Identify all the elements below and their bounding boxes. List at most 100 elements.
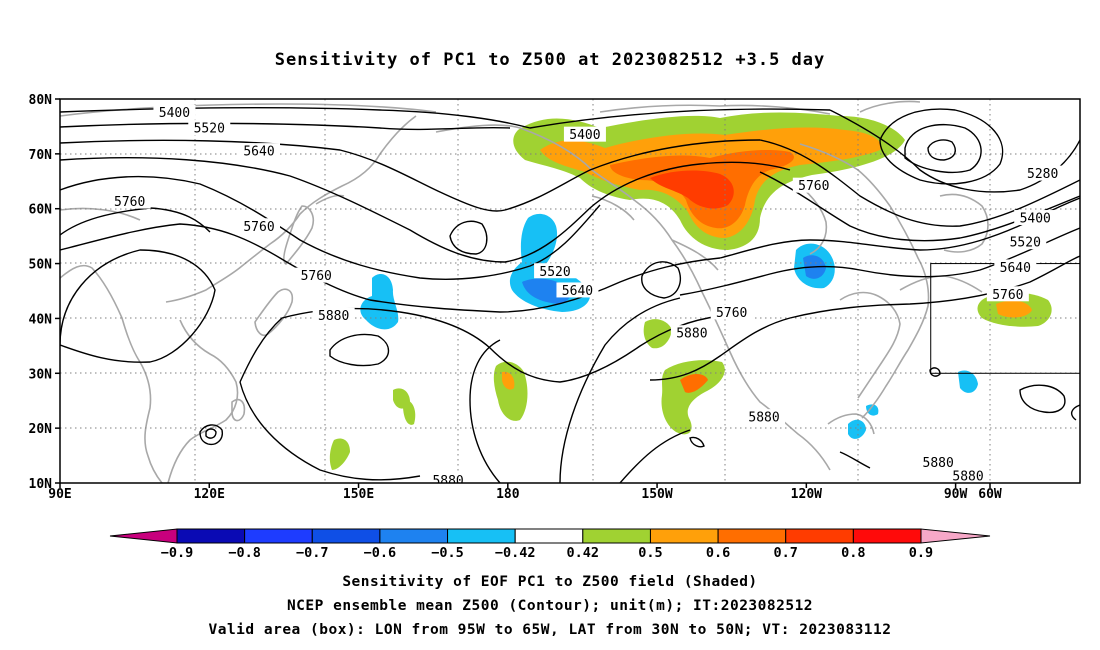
contour-label-bg bbox=[947, 467, 990, 483]
positive-blob-5 bbox=[643, 319, 672, 349]
contour-label: 5880 bbox=[748, 411, 779, 426]
contour-label: 5400 bbox=[159, 106, 190, 121]
colorbar-label: −0.5 bbox=[431, 545, 464, 561]
lon-label: 90W bbox=[944, 487, 968, 502]
contour-label-bg bbox=[710, 304, 753, 320]
lat-label: 60N bbox=[29, 203, 53, 218]
negative-blob-4 bbox=[958, 370, 978, 393]
colorbar-swatch bbox=[852, 528, 922, 544]
contour-labels: 5400 5520 5640 5760 5760 5760 5880 5400 5520 5640… bbox=[108, 104, 1064, 489]
lat-label: 30N bbox=[29, 367, 53, 382]
colorbar-low-triangle bbox=[109, 528, 178, 544]
positive-blob-1-core bbox=[502, 371, 515, 390]
contour-label: 5760 bbox=[716, 306, 747, 321]
colorbar-swatch bbox=[717, 528, 787, 544]
positive-region-atlantic-core bbox=[996, 300, 1032, 318]
caption-line-1: Sensitivity of EOF PC1 to Z500 field (Sh… bbox=[342, 574, 758, 590]
lon-label: 120W bbox=[791, 487, 822, 502]
lon-label: 120E bbox=[194, 487, 225, 502]
lon-label: 60W bbox=[978, 487, 1002, 502]
colorbar-high-triangle bbox=[920, 528, 991, 544]
colorbar-label: −0.6 bbox=[364, 545, 397, 561]
contour-label: 5640 bbox=[243, 145, 274, 160]
lat-label: 40N bbox=[29, 312, 53, 327]
contour-label: 5640 bbox=[562, 284, 593, 299]
contour-label: 5640 bbox=[1000, 261, 1031, 276]
contour-label: 5520 bbox=[539, 265, 570, 280]
caption-line-3: Valid area (box): LON from 95W to 65W, L… bbox=[208, 622, 892, 638]
contour-label-bg bbox=[792, 177, 835, 193]
contour-label: 5760 bbox=[243, 220, 274, 235]
positive-blob-4 bbox=[329, 438, 350, 470]
contour-label: 5760 bbox=[114, 195, 145, 210]
colorbar-swatch bbox=[244, 528, 313, 544]
contour-label-bg bbox=[1004, 234, 1047, 250]
latitude-axis: 80N 70N 60N 50N 40N 30N 20N 10N bbox=[29, 93, 60, 492]
caption-line-2: NCEP ensemble mean Z500 (Contour); unit(… bbox=[286, 598, 814, 614]
lat-label: 10N bbox=[29, 477, 53, 492]
contour-label: 5880 bbox=[952, 469, 983, 484]
positive-blob-1 bbox=[493, 361, 528, 421]
contour-label: 5880 bbox=[318, 309, 349, 324]
colorbar-label: 0.42 bbox=[567, 545, 600, 561]
lon-label: 150E bbox=[343, 487, 374, 502]
colorbar-label: −0.7 bbox=[296, 545, 329, 561]
lon-label: 90E bbox=[48, 487, 71, 502]
graticule bbox=[60, 99, 1080, 483]
contour-label-bg bbox=[917, 454, 960, 470]
colorbar-swatch bbox=[582, 528, 651, 544]
contour-label-bg bbox=[670, 325, 713, 341]
colorbar-label: −0.8 bbox=[228, 545, 261, 561]
colorbar-swatch bbox=[176, 528, 246, 544]
contour-label-bg bbox=[238, 143, 281, 159]
contour-label: 5880 bbox=[432, 474, 463, 489]
contour-label-bg bbox=[1021, 165, 1064, 181]
contour-label-bg bbox=[188, 120, 231, 136]
contour-label-bg bbox=[153, 104, 196, 120]
contour-label-bg bbox=[534, 263, 577, 279]
colorbar-swatch bbox=[649, 528, 719, 544]
contour-label-bg bbox=[108, 193, 151, 209]
lat-label: 80N bbox=[29, 93, 53, 108]
contour-label: 5400 bbox=[1020, 212, 1051, 227]
positive-blob-2 bbox=[661, 360, 725, 435]
colorbar-swatch bbox=[785, 528, 854, 544]
contour-label: 5880 bbox=[923, 456, 954, 471]
contour-label: 5280 bbox=[1027, 167, 1058, 182]
colorbar-swatch bbox=[447, 528, 516, 544]
contour-label: 5400 bbox=[569, 128, 600, 143]
colorbar-swatch bbox=[311, 528, 381, 544]
positive-region-north-core bbox=[650, 170, 734, 209]
lat-label: 70N bbox=[29, 148, 53, 163]
contour-label-bg bbox=[312, 307, 355, 323]
map-title: Sensitivity of PC1 to Z500 at 2023082512… bbox=[274, 50, 826, 70]
colorbar-label: 0.9 bbox=[909, 545, 933, 561]
contour-label: 5520 bbox=[194, 122, 225, 137]
lat-label: 50N bbox=[29, 258, 53, 273]
contour-label-bg bbox=[986, 286, 1029, 302]
contour-label: 5520 bbox=[1010, 236, 1041, 251]
colorbar: −0.9 −0.8 −0.7 −0.6 −0.5 −0.42 0.42 0.5 0.6 0.7 0.… bbox=[109, 528, 991, 561]
contour-label: 5880 bbox=[676, 327, 707, 342]
contour-label: 5760 bbox=[798, 179, 829, 194]
contour-label-bg bbox=[427, 472, 470, 483]
colorbar-swatch bbox=[514, 528, 584, 544]
lon-label: 150W bbox=[641, 487, 672, 502]
colorbar-label: 0.8 bbox=[841, 545, 865, 561]
colorbar-label: −0.9 bbox=[161, 545, 194, 561]
lat-label: 20N bbox=[29, 422, 53, 437]
contour-label-bg bbox=[238, 218, 281, 234]
positive-blob-2-core bbox=[680, 374, 708, 393]
contour-label-bg bbox=[556, 282, 599, 298]
colorbar-swatch bbox=[379, 528, 449, 544]
contour-label-bg bbox=[563, 126, 606, 142]
positive-blob-3b bbox=[402, 399, 416, 425]
colorbar-label: −0.42 bbox=[495, 545, 536, 561]
lon-label: 180 bbox=[496, 487, 520, 502]
contour-label-bg bbox=[1014, 210, 1057, 226]
negative-blob-5 bbox=[848, 419, 866, 439]
contour-label-bg bbox=[295, 267, 338, 283]
contour-label: 5760 bbox=[992, 288, 1023, 303]
contour-label-bg bbox=[994, 259, 1037, 275]
